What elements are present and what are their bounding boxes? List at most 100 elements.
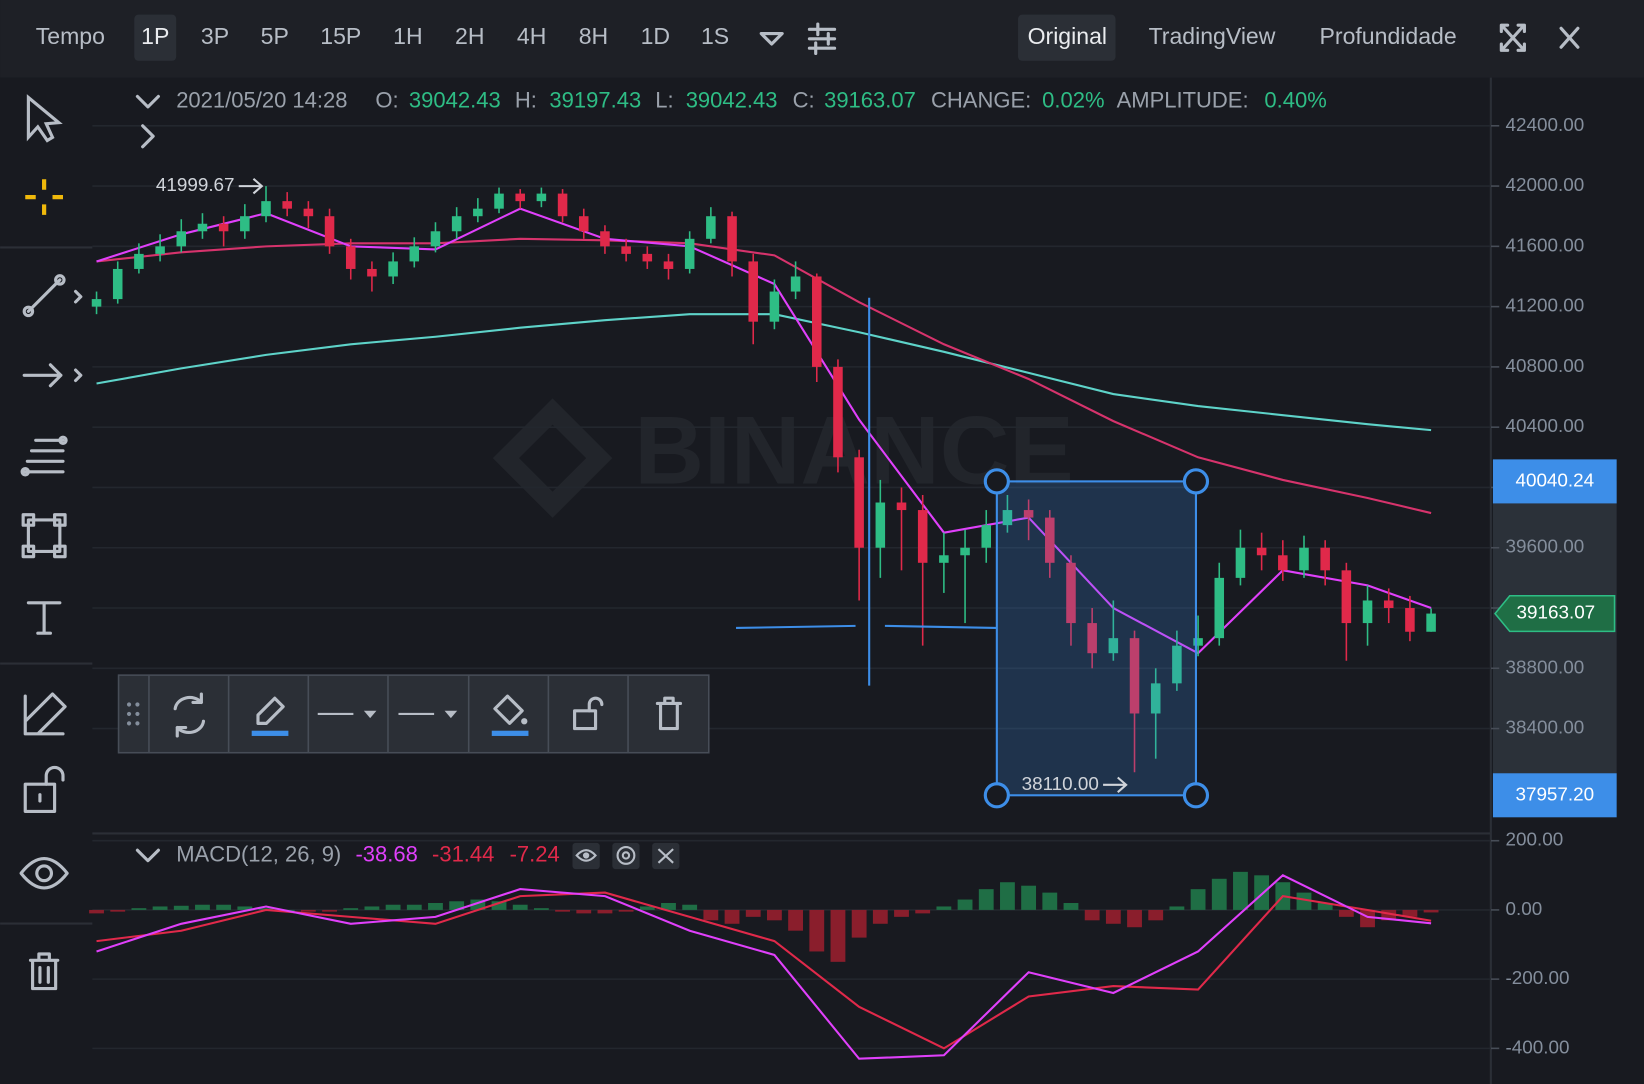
interval-button[interactable]: 4H <box>517 23 546 49</box>
range-bottom-tag <box>1492 773 1617 818</box>
cursor-tool[interactable] <box>26 94 63 143</box>
rectangle-handle[interactable] <box>1182 468 1210 495</box>
histogram-bar <box>936 906 952 910</box>
histogram-bar <box>661 903 676 910</box>
candle-body <box>960 547 970 556</box>
histogram-bar <box>618 909 634 912</box>
expand-icon[interactable] <box>141 124 155 149</box>
horizontal-drawing[interactable] <box>884 624 997 630</box>
candle-body <box>1383 600 1394 609</box>
fullscreen-icon[interactable] <box>1499 23 1526 52</box>
color-button[interactable] <box>251 696 289 736</box>
line-width-button[interactable] <box>317 710 377 719</box>
histogram-bar <box>830 909 846 962</box>
candle-body <box>1150 683 1161 714</box>
histogram-bar <box>766 909 782 921</box>
rectangle-handle[interactable] <box>983 468 1010 495</box>
drawn-lines <box>736 297 997 686</box>
view-button[interactable]: Original <box>1028 23 1107 49</box>
shape-tool[interactable] <box>21 513 67 559</box>
histogram-bar <box>491 901 507 910</box>
macd-line <box>96 874 1432 1060</box>
candle-body <box>875 502 886 548</box>
histogram-bar <box>1105 909 1121 924</box>
interval-button[interactable]: 2H <box>455 23 484 49</box>
lock-button[interactable] <box>573 696 604 731</box>
more-intervals[interactable] <box>759 31 784 46</box>
drawing-toolbar <box>117 674 710 754</box>
histogram-value: -7.24 <box>510 841 560 866</box>
view-button[interactable]: Profundidade <box>1320 23 1457 49</box>
range-bottom-label: 37957.20 <box>1515 783 1594 804</box>
visibility-tool[interactable] <box>19 857 69 890</box>
candle-body <box>981 525 992 548</box>
delete-all-tool[interactable] <box>28 952 60 991</box>
close-icon[interactable] <box>1559 26 1580 49</box>
candle-body <box>515 193 525 202</box>
line-style-button[interactable] <box>398 710 458 719</box>
interval-button[interactable]: 15P <box>320 23 361 49</box>
candle-body <box>451 216 462 232</box>
macd-settings[interactable] <box>612 842 640 870</box>
candle-body <box>473 208 483 217</box>
interval-button[interactable]: 1D <box>641 23 670 49</box>
histogram-bar <box>1381 909 1397 921</box>
close-value: 39163.07 <box>824 88 916 113</box>
collapse-icon[interactable] <box>135 848 160 863</box>
candle-body <box>91 299 102 307</box>
histogram-bar <box>1211 878 1227 910</box>
candle-body <box>1023 510 1034 518</box>
plot <box>89 186 1439 1060</box>
macd-visibility[interactable] <box>572 842 600 870</box>
candle-body <box>1299 547 1309 571</box>
horizontal-drawing[interactable] <box>736 624 856 630</box>
crosshair-tool[interactable] <box>25 179 63 215</box>
edit-tool[interactable] <box>23 692 67 736</box>
interval-button[interactable]: 3P <box>201 23 229 49</box>
clone-button[interactable] <box>173 692 206 738</box>
candle-body <box>240 216 250 232</box>
histogram-bar <box>957 899 973 910</box>
histogram-bar <box>745 909 761 917</box>
lock-tool[interactable] <box>23 765 65 814</box>
candle-body <box>282 201 292 209</box>
candle-body <box>1214 577 1225 639</box>
candle-body <box>1278 555 1288 571</box>
view-button[interactable]: TradingView <box>1149 23 1276 49</box>
candle-body <box>303 208 314 217</box>
candle-body <box>367 268 377 277</box>
y-tick-label: 200.00 <box>1506 829 1564 850</box>
candle-body <box>578 216 589 232</box>
y-tick-label: 0.00 <box>1506 898 1543 919</box>
y-tick-label: 41600.00 <box>1506 234 1585 255</box>
histogram-bar <box>89 909 104 914</box>
y-tick-label: 40800.00 <box>1506 355 1585 376</box>
collapse-icon[interactable] <box>135 94 160 109</box>
macd-remove[interactable] <box>652 842 680 870</box>
interval-button[interactable]: 8H <box>579 23 608 49</box>
candle-body <box>896 502 907 511</box>
interval-button[interactable]: 5P <box>261 23 289 49</box>
histogram-bar <box>1190 889 1206 910</box>
fib-tool[interactable] <box>20 435 68 477</box>
text-tool[interactable] <box>26 601 62 635</box>
last-price-label: 39163.07 <box>1517 602 1596 623</box>
histogram-bar <box>851 909 867 938</box>
fill-button[interactable] <box>491 694 529 736</box>
settings-icon[interactable] <box>807 22 837 56</box>
high-marker-label: 41999.67 <box>156 174 235 195</box>
candle-body <box>536 193 547 202</box>
histogram-bar <box>1360 909 1375 928</box>
trend-line-tool[interactable] <box>22 274 83 318</box>
rectangle-handle[interactable] <box>983 782 1010 809</box>
interval-button[interactable]: 1H <box>393 23 422 49</box>
candle-body <box>1002 510 1013 526</box>
interval-button[interactable]: 1P <box>141 23 169 49</box>
range-top-label: 40040.24 <box>1515 469 1594 490</box>
rectangle-drawing[interactable] <box>995 480 1198 797</box>
delete-button[interactable] <box>655 696 683 731</box>
rectangle-handle[interactable] <box>1182 782 1210 809</box>
interval-button[interactable]: 1S <box>701 23 729 49</box>
arrow-tool[interactable] <box>22 363 83 388</box>
